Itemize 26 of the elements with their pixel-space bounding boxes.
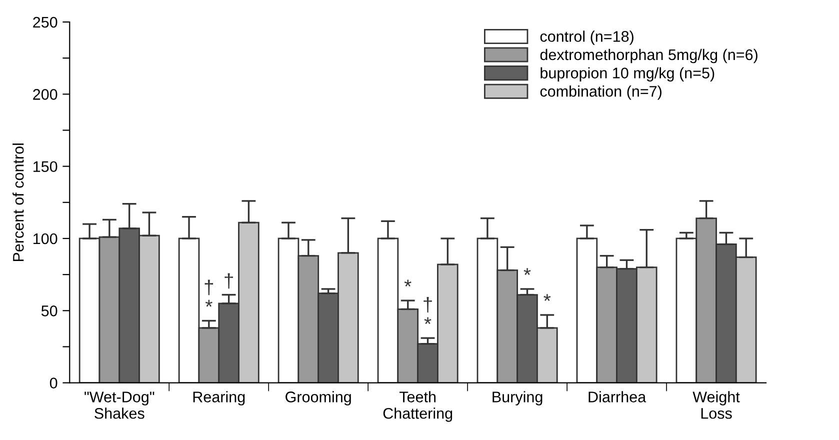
x-tick-label: Burying <box>492 391 542 406</box>
annotation: * <box>524 268 531 275</box>
legend-label: combination (n=7) <box>540 86 662 100</box>
annotation: † <box>204 280 214 296</box>
annotation: * <box>424 317 432 324</box>
y-tick-label: 200 <box>33 89 58 100</box>
annotation: * <box>544 294 551 301</box>
y-axis-title: Percent of control <box>12 144 24 262</box>
y-tick-label: 150 <box>34 161 58 172</box>
annotation: * <box>205 300 212 307</box>
x-tick-label: "Wet-Dog" Shakes <box>84 392 154 419</box>
annotation: * <box>404 280 412 287</box>
x-tick-label: Grooming <box>286 391 351 406</box>
x-tick-label: Rearing <box>193 391 245 406</box>
y-tick-label: 100 <box>34 233 58 244</box>
annotation: † <box>224 273 233 289</box>
y-tick-label: 50 <box>41 306 58 316</box>
annotation: † <box>424 297 432 312</box>
legend-label: bupropion 10 mg/kg (n=5) <box>540 67 714 82</box>
legend-label: dextromethorphan 5mg/kg (n=6) <box>540 48 758 64</box>
legend-label: control (n=18) <box>540 30 634 45</box>
y-tick-label: 0 <box>50 378 58 388</box>
x-tick-label: Weight Loss <box>692 391 740 419</box>
y-tick-label: 250 <box>33 16 58 28</box>
x-tick-label: Teeth Chattering <box>383 391 452 422</box>
x-tick-label: Diarrhea <box>588 391 646 402</box>
